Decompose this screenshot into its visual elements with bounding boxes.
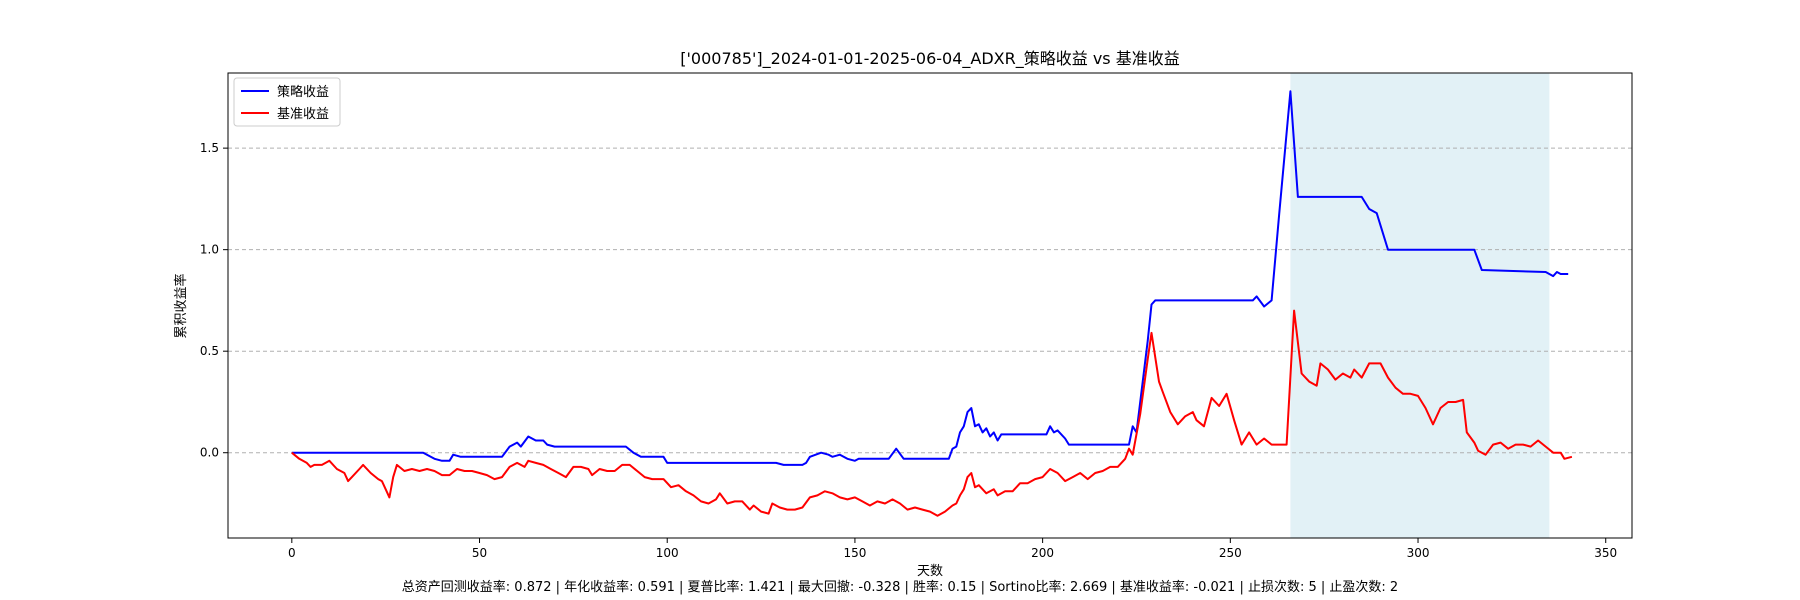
strategy-line: [291, 90, 1569, 466]
x-tick-label: 300: [1407, 546, 1430, 560]
plot-background: [228, 73, 1632, 538]
x-tick-label: 150: [843, 546, 866, 560]
x-tick-label: 200: [1031, 546, 1054, 560]
highlight-span: [1290, 73, 1550, 538]
x-axis-label: 天数: [917, 564, 943, 579]
benchmark-line: [291, 309, 1573, 517]
chart-title: ['000785']_2024-01-01-2025-06-04_ADXR_策略…: [680, 49, 1179, 69]
y-tick-label: 1.5: [200, 141, 219, 155]
backtest-stats: 总资产回测收益率: 0.872 | 年化收益率: 0.591 | 夏普比率: 1…: [401, 580, 1399, 595]
legend: 策略收益 基准收益: [233, 77, 341, 127]
y-tick-label: 0.5: [200, 344, 219, 358]
legend-label-benchmark: 基准收益: [277, 107, 329, 122]
plot-frame: [227, 72, 1633, 539]
x-tick-label: 250: [1219, 546, 1242, 560]
y-tick-label: 1.0: [200, 243, 219, 257]
y-axis-label: 累积收益率: [173, 273, 189, 338]
legend-label-strategy: 策略收益: [277, 84, 329, 100]
x-tick-label: 0: [288, 546, 296, 560]
y-tick-label: 0.0: [200, 446, 219, 460]
x-tick-label: 50: [472, 546, 487, 560]
x-tick-label: 350: [1594, 546, 1617, 560]
x-tick-label: 100: [656, 546, 679, 560]
